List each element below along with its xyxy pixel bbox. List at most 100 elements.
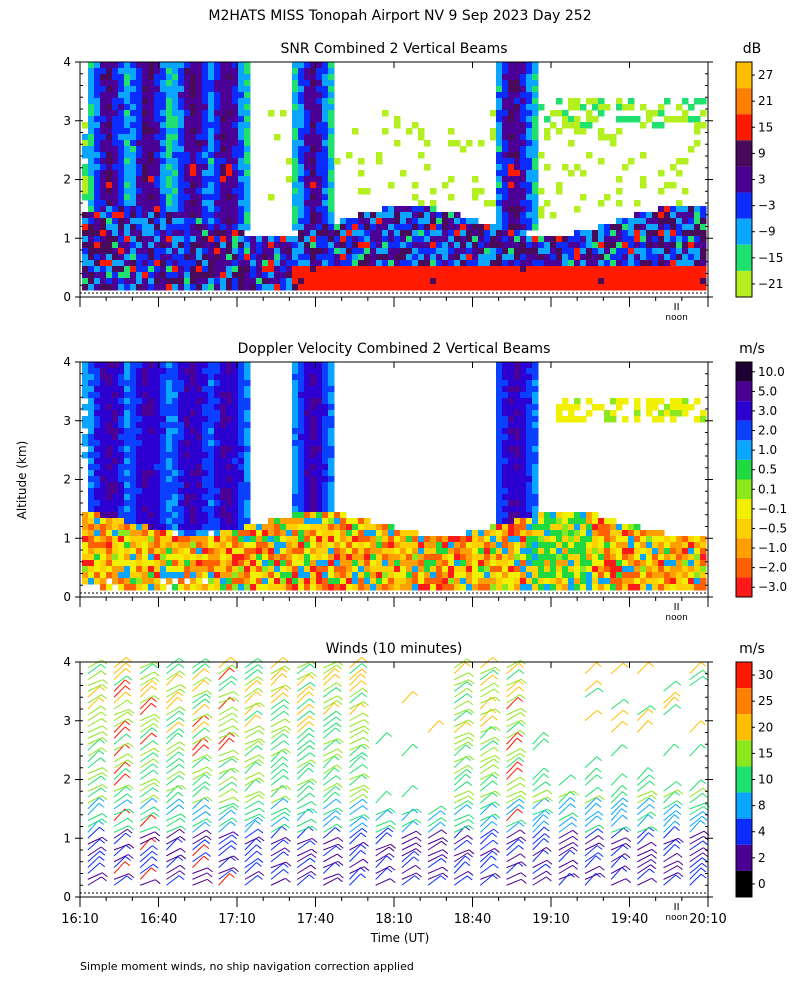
colorbar-swatch [736, 440, 752, 460]
colorbar-label: 15 [758, 746, 773, 760]
colorbar-label: −2.0 [758, 561, 787, 575]
x-tick-label: 20:10 [689, 912, 726, 927]
colorbar-swatch [736, 192, 752, 219]
x-tick-label: 17:10 [218, 912, 255, 927]
x-tick-label: 18:40 [454, 912, 491, 927]
colorbar-label: 3 [758, 173, 766, 187]
colorbar-label: −1.0 [758, 541, 787, 555]
y-tick-label: 3 [63, 714, 71, 728]
y-tick-label: 2 [63, 173, 71, 187]
colorbar-label: 21 [758, 94, 773, 108]
colorbar-frame [735, 361, 753, 598]
colorbar-swatch [736, 557, 752, 578]
y-tick-label: 3 [63, 114, 71, 128]
colorbar-swatch [736, 662, 752, 689]
colorbar-swatch [736, 270, 752, 297]
noon-label: noon [665, 913, 687, 923]
noon-label: noon [665, 313, 687, 323]
colorbar-swatch [736, 88, 752, 115]
colorbar-label: 20 [758, 720, 773, 734]
y-tick-label: 4 [63, 355, 71, 369]
y-axis-label: Altitude (km) [15, 441, 29, 520]
colorbar-swatch [736, 792, 752, 819]
data-field [82, 62, 707, 291]
colorbar-label: −0.1 [758, 502, 787, 516]
y-tick-label: 4 [63, 55, 71, 69]
colorbar-swatch [736, 740, 752, 767]
panel-title: Winds (10 minutes) [326, 641, 463, 657]
colorbar-swatch [736, 577, 752, 597]
colorbar-label: 0.1 [758, 482, 777, 496]
footnote: Simple moment winds, no ship navigation … [80, 960, 414, 973]
colorbar-label: 15 [758, 120, 773, 134]
colorbar-label: 9 [758, 146, 766, 160]
colorbar-label: −21 [758, 277, 783, 291]
x-tick-label: 18:10 [375, 912, 412, 927]
colorbar-units: m/s [739, 341, 765, 357]
y-tick-label: 1 [63, 531, 71, 545]
colorbar-swatch [736, 381, 752, 402]
winds-panel: Winds (10 minutes) m/s 0 1 2 3 4 noon 16:10 16:40… [61, 641, 773, 927]
colorbar-swatch [736, 714, 752, 741]
colorbar-swatch [736, 166, 752, 193]
colorbar-label: 4 [758, 825, 766, 839]
colorbar-swatch [736, 499, 752, 519]
colorbar-swatch [736, 479, 752, 500]
colorbar-swatch [736, 362, 752, 382]
y-tick-label: 0 [63, 890, 71, 904]
x-axis-label: Time (UT) [370, 931, 430, 945]
colorbar-label: 0.5 [758, 463, 777, 477]
colorbar-label: 25 [758, 694, 773, 708]
colorbar: 10.0 5.0 3.0 2.0 1.0 0.5 0.1 −0.1 −0.5 −1.0 −2.0 −3… [735, 361, 787, 598]
y-tick-label: 3 [63, 414, 71, 428]
colorbar-label: 10 [758, 773, 773, 787]
colorbar-label: −9 [758, 225, 776, 239]
colorbar-swatch [736, 114, 752, 141]
colorbar-swatch [736, 420, 752, 441]
colorbar: 27 21 15 9 3 −3 −9 −15 −21 [735, 61, 783, 298]
colorbar-units: m/s [739, 641, 765, 657]
data-field [87, 656, 710, 886]
y-tick-label: 1 [63, 231, 71, 245]
y-tick-label: 1 [63, 831, 71, 845]
colorbar-label: 3.0 [758, 404, 777, 418]
colorbar-label: −3 [758, 199, 776, 213]
x-tick-label: 16:40 [140, 912, 177, 927]
y-tick-label: 2 [63, 773, 71, 787]
y-tick-label: 4 [63, 655, 71, 669]
colorbar-label: 10.0 [758, 365, 785, 379]
colorbar-label: 0 [758, 877, 766, 891]
noon-label: noon [665, 613, 687, 623]
colorbar-label: 2.0 [758, 424, 777, 438]
colorbar-label: 5.0 [758, 384, 777, 398]
colorbar-label: 1.0 [758, 443, 777, 457]
colorbar-swatch [736, 62, 752, 89]
colorbar-swatch [736, 818, 752, 845]
colorbar-swatch [736, 401, 752, 421]
panel-title: Doppler Velocity Combined 2 Vertical Bea… [238, 341, 551, 357]
colorbar-units: dB [743, 41, 762, 57]
colorbar-label: −0.5 [758, 521, 787, 535]
colorbar-swatch [736, 538, 752, 558]
snr-panel: SNR Combined 2 Vertical Beams dB 0 1 2 3 4 noon… [63, 41, 783, 323]
colorbar-swatch [736, 459, 752, 480]
colorbar-label: 27 [758, 68, 773, 82]
colorbar-label: −3.0 [758, 580, 787, 594]
colorbar-label: −15 [758, 251, 783, 265]
colorbar-swatch [736, 218, 752, 245]
colorbar-swatch [736, 244, 752, 271]
figure-title: M2HATS MISS Tonopah Airport NV 9 Sep 202… [208, 8, 591, 24]
colorbar-swatch [736, 518, 752, 539]
x-tick-label: 16:10 [61, 912, 98, 927]
x-tick-label: 19:40 [611, 912, 648, 927]
y-tick-label: 0 [63, 590, 71, 604]
colorbar-swatch [736, 688, 752, 715]
colorbar-label: 2 [758, 851, 766, 865]
colorbar-label: 8 [758, 799, 766, 813]
colorbar-swatch [736, 766, 752, 793]
colorbar-swatch [736, 140, 752, 167]
y-tick-label: 2 [63, 473, 71, 487]
y-tick-label: 0 [63, 290, 71, 304]
x-tick-label: 17:40 [297, 912, 334, 927]
